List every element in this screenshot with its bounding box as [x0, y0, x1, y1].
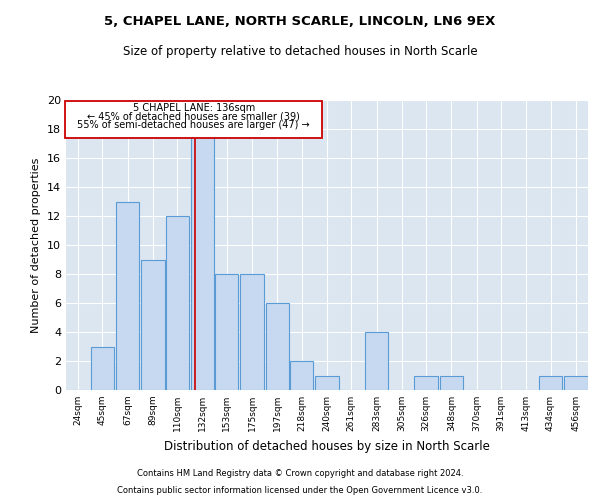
- Text: 55% of semi-detached houses are larger (47) →: 55% of semi-detached houses are larger (…: [77, 120, 310, 130]
- Bar: [316, 376, 338, 390]
- Bar: [564, 376, 587, 390]
- Y-axis label: Number of detached properties: Number of detached properties: [31, 158, 41, 332]
- Bar: [365, 332, 388, 390]
- Bar: [539, 376, 562, 390]
- Bar: [116, 202, 139, 390]
- Bar: [142, 260, 164, 390]
- Text: 5 CHAPEL LANE: 136sqm: 5 CHAPEL LANE: 136sqm: [133, 103, 255, 113]
- Bar: [266, 303, 289, 390]
- Bar: [241, 274, 264, 390]
- Bar: [415, 376, 438, 390]
- Bar: [191, 129, 214, 390]
- Bar: [65, 100, 322, 138]
- Text: 5, CHAPEL LANE, NORTH SCARLE, LINCOLN, LN6 9EX: 5, CHAPEL LANE, NORTH SCARLE, LINCOLN, L…: [104, 15, 496, 28]
- X-axis label: Distribution of detached houses by size in North Scarle: Distribution of detached houses by size …: [164, 440, 490, 452]
- Bar: [166, 216, 189, 390]
- Bar: [440, 376, 463, 390]
- Bar: [91, 346, 114, 390]
- Text: Size of property relative to detached houses in North Scarle: Size of property relative to detached ho…: [122, 45, 478, 58]
- Text: Contains public sector information licensed under the Open Government Licence v3: Contains public sector information licen…: [118, 486, 482, 495]
- Text: Contains HM Land Registry data © Crown copyright and database right 2024.: Contains HM Land Registry data © Crown c…: [137, 468, 463, 477]
- Text: ← 45% of detached houses are smaller (39): ← 45% of detached houses are smaller (39…: [88, 112, 300, 122]
- Bar: [215, 274, 238, 390]
- Bar: [290, 361, 313, 390]
